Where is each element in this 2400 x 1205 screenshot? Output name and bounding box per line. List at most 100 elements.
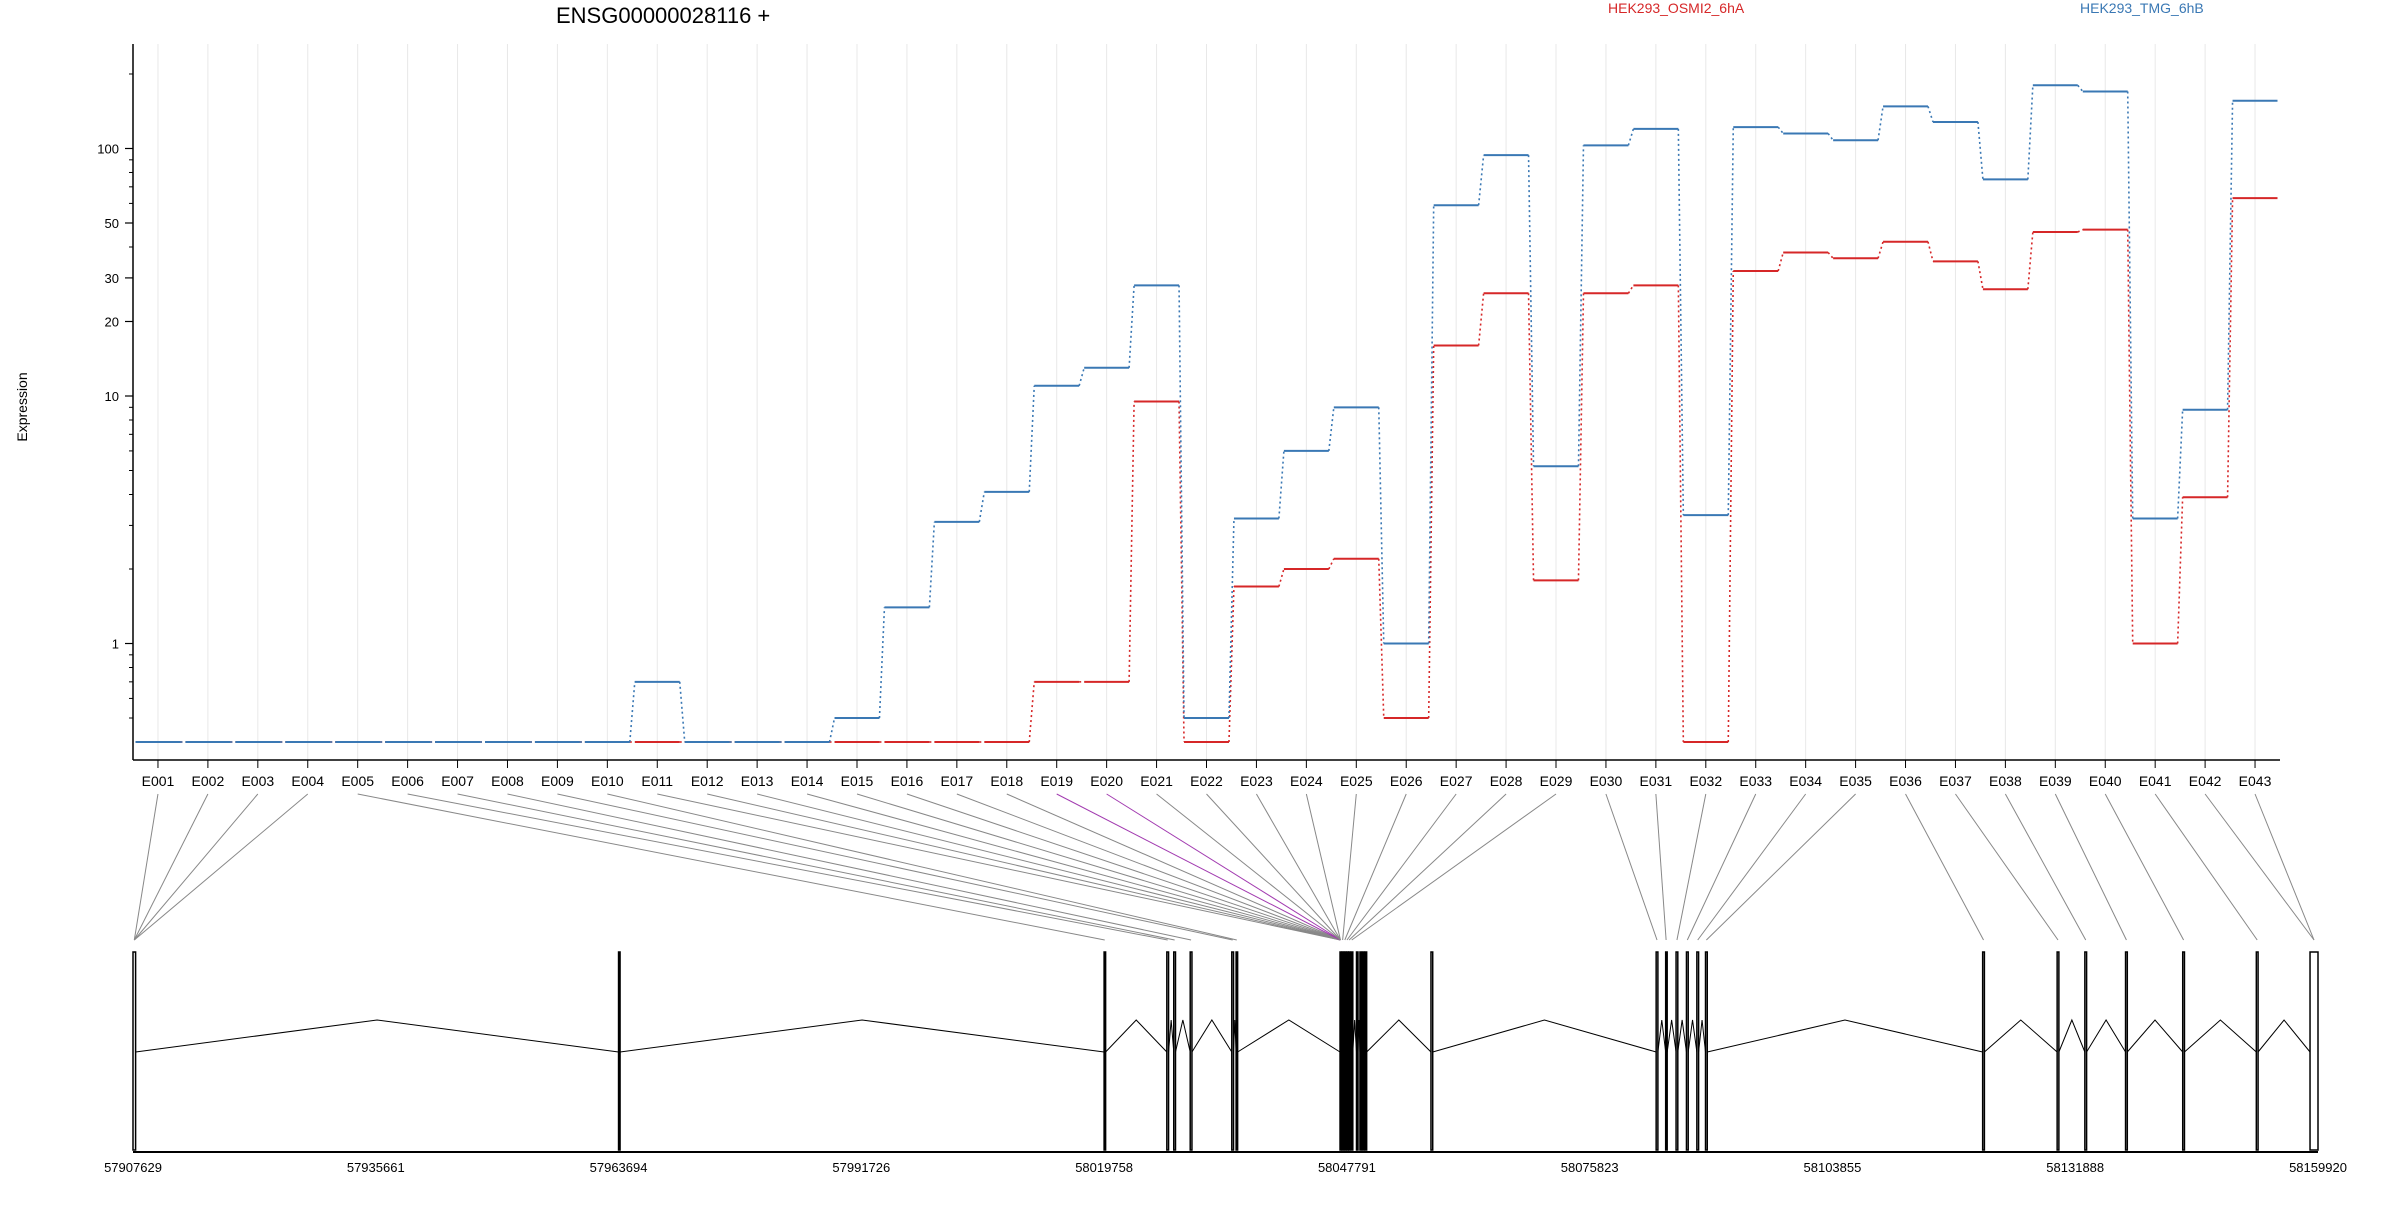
exon-label-E022: E022 — [1190, 773, 1223, 789]
series-1-connector — [2176, 497, 2184, 644]
series-2-connector — [1827, 132, 1834, 141]
exon-block — [1704, 951, 1709, 1151]
connector-E041 — [2154, 793, 2258, 941]
connector-E009 — [557, 793, 1233, 941]
connector-E004 — [133, 793, 309, 941]
connector-E029 — [1351, 793, 1557, 941]
exon-label-E030: E030 — [1590, 773, 1623, 789]
series-2-connector — [1777, 126, 1784, 134]
connector-E006 — [407, 793, 1168, 941]
connector-E043 — [2254, 793, 2315, 941]
exon-label-E014: E014 — [791, 773, 824, 789]
connector-E039 — [2054, 793, 2127, 941]
connector-E022 — [1206, 793, 1341, 941]
exon-block — [1430, 951, 1434, 1151]
connector-E033 — [1686, 793, 1757, 941]
intron-line — [1432, 1019, 1657, 1053]
connector-E018 — [1006, 793, 1341, 941]
exon-connectors — [133, 793, 2315, 941]
exon-label-E029: E029 — [1540, 773, 1573, 789]
intron-line — [1677, 1019, 1687, 1053]
exon-label-E027: E027 — [1440, 773, 1473, 789]
intron-line — [2184, 1019, 2257, 1053]
exon-label-E038: E038 — [1989, 773, 2022, 789]
series-2-connector — [1577, 145, 1585, 467]
connector-E026 — [1344, 793, 1407, 941]
exon-label-E024: E024 — [1290, 773, 1323, 789]
coord-label: 57963694 — [590, 1160, 648, 1175]
intron-line — [1666, 1019, 1677, 1053]
intron-line — [135, 1019, 619, 1053]
y-tick-label: 50 — [105, 216, 119, 231]
intron-line — [1698, 1019, 1707, 1053]
exon-block — [1103, 951, 1107, 1151]
intron-line — [1105, 1019, 1168, 1053]
y-tick-label: 20 — [105, 314, 119, 329]
series-1-connector — [1977, 261, 1984, 290]
series-2-connector — [928, 521, 936, 608]
exon-label-E004: E004 — [291, 773, 324, 789]
exon-label-E037: E037 — [1939, 773, 1972, 789]
y-axis-label: Expression — [14, 372, 30, 441]
connector-E003 — [133, 793, 259, 941]
intron-line — [1168, 1019, 1175, 1053]
exon-block — [1364, 951, 1368, 1151]
y-tick-label: 1 — [112, 637, 119, 652]
series-2-connector — [1377, 407, 1385, 644]
exon-label-E010: E010 — [591, 773, 624, 789]
exon-label-E017: E017 — [940, 773, 973, 789]
exon-label-E002: E002 — [192, 773, 225, 789]
exon-block — [617, 951, 621, 1151]
coord-label: 58075823 — [1561, 1160, 1619, 1175]
exon-label-E033: E033 — [1739, 773, 1772, 789]
series-2-connector — [1328, 407, 1335, 452]
series-2-connector — [1877, 106, 1884, 141]
series-2-connector — [629, 681, 636, 743]
series-2-connector — [1128, 285, 1135, 368]
y-tick-label: 30 — [105, 271, 119, 286]
coord-label: 58047791 — [1318, 1160, 1376, 1175]
exon-label-E016: E016 — [891, 773, 924, 789]
series-1-connector — [1627, 284, 1635, 294]
intron-line — [1687, 1019, 1698, 1053]
series-2-connector — [978, 491, 986, 523]
y-tick-label: 10 — [105, 389, 119, 404]
exon-block — [2309, 951, 2319, 1151]
exon-block — [2124, 951, 2129, 1151]
connector-E030 — [1605, 793, 1658, 941]
series-2-connector — [2176, 409, 2184, 519]
connector-E013 — [757, 793, 1341, 941]
intron-line — [2126, 1019, 2184, 1053]
connector-E021 — [1156, 793, 1341, 941]
series-1-connector — [1028, 681, 1036, 743]
exon-label-E006: E006 — [391, 773, 424, 789]
series-2-connector — [1977, 121, 1984, 180]
intron-line — [1175, 1019, 1191, 1053]
exon-label-E036: E036 — [1889, 773, 1922, 789]
y-tick-label: 100 — [97, 141, 119, 156]
genomic-coordinates: 57907629 57935661 57963694 57991726 58019758… — [104, 1160, 2347, 1175]
exon-label-E041: E041 — [2139, 773, 2172, 789]
exon-block — [1235, 951, 1239, 1151]
intron-line — [2058, 1018, 2086, 1053]
intron-line — [1366, 1019, 1432, 1053]
series-2-connector — [1278, 450, 1285, 519]
connector-E032 — [1676, 793, 1707, 941]
connector-E037 — [1955, 793, 2059, 941]
exon-label-E028: E028 — [1490, 773, 1523, 789]
intron-line — [1191, 1019, 1233, 1053]
connector-E001 — [133, 793, 159, 941]
exon-block — [1189, 951, 1193, 1151]
exon-label-E015: E015 — [841, 773, 874, 789]
connector-E019 — [1056, 793, 1341, 941]
exon-label-E008: E008 — [491, 773, 524, 789]
exon-label-E011: E011 — [641, 773, 673, 789]
connector-E010 — [607, 793, 1237, 941]
exon-block — [2255, 951, 2259, 1151]
exon-labels: E001 E002 E003 E004 E005 E006 E007 E008 E009 E010… — [142, 773, 2272, 789]
exon-label-E019: E019 — [1040, 773, 1073, 789]
series-1-connector — [1577, 293, 1585, 581]
series-2-connector — [1427, 205, 1435, 644]
connector-E042 — [2204, 793, 2315, 941]
legend-series-2: HEK293_TMG_6hB — [2080, 0, 2204, 16]
